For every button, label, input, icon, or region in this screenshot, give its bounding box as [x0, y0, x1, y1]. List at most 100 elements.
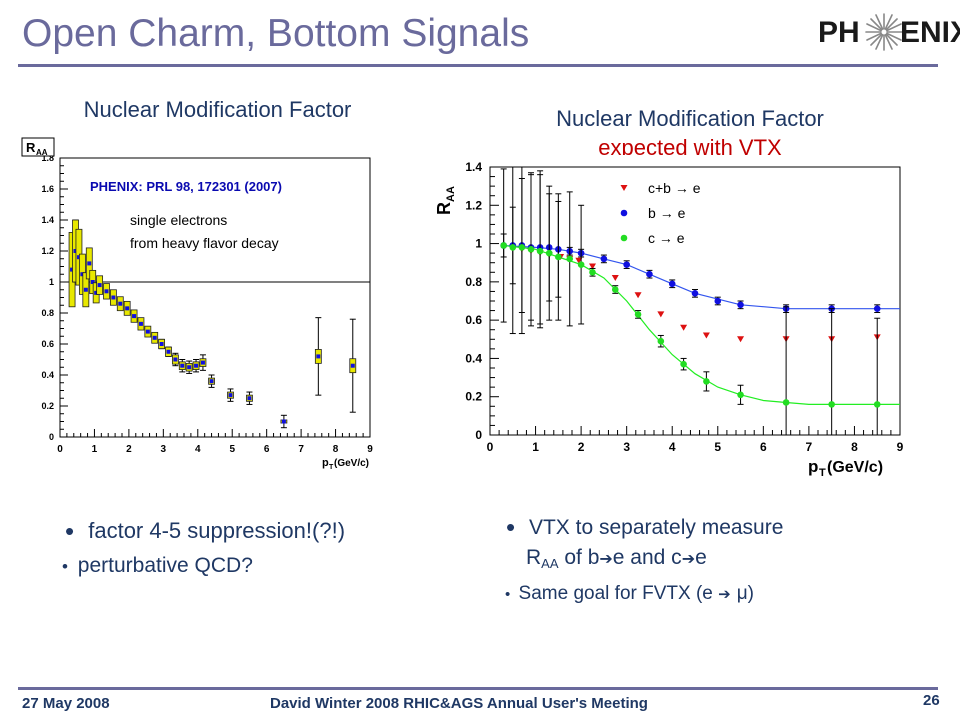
data-point-triangle [657, 311, 665, 318]
data-point-circle [657, 337, 665, 345]
y-tick-label: 0.8 [465, 275, 482, 289]
data-point-triangle [611, 275, 619, 282]
y-tick-label: 1.6 [41, 184, 54, 194]
data-point-triangle [680, 324, 688, 331]
arrow-right-icon: ➔ [718, 586, 731, 603]
data-point [104, 289, 109, 294]
data-point [132, 314, 137, 319]
x-tick-label: 6 [760, 440, 767, 454]
data-point [138, 321, 143, 326]
data-point-circle [518, 244, 526, 251]
arrow-right-icon: → [659, 230, 673, 246]
data-point [159, 342, 164, 346]
phoenix-star-icon [865, 13, 903, 51]
data-point [125, 306, 130, 311]
legend-label: b → e [648, 205, 686, 221]
bullet-dot: • [506, 512, 516, 542]
chart-left-ylabel-sub: AA [36, 148, 48, 157]
data-point [111, 295, 116, 300]
data-point-circle [873, 401, 881, 408]
data-point-circle [509, 244, 517, 251]
legend-marker [620, 234, 628, 242]
chart-left-annotation-line1: single electrons [130, 212, 227, 228]
chart-right-data [500, 166, 881, 436]
right-bullet-2-text: Same goal for FVTX (e [518, 583, 719, 604]
x-tick-label: 6 [264, 444, 270, 455]
chart-left-xlabel-main: p [322, 457, 329, 469]
x-tick-label: 7 [806, 440, 813, 454]
data-point [118, 301, 123, 306]
data-point [152, 335, 157, 340]
data-point [281, 419, 286, 424]
data-point [80, 272, 85, 277]
legend-marker [620, 209, 628, 217]
x-tick-label: 1 [92, 444, 98, 455]
chart-left-xlabel: p T (GeV/c) [322, 457, 369, 471]
x-tick-label: 5 [714, 440, 721, 454]
y-tick-label: 1 [49, 277, 54, 287]
c-text: e and c [612, 546, 682, 569]
right-subtitle-line1: Nuclear Modification Factor [556, 106, 824, 131]
x-tick-label: 5 [229, 444, 235, 455]
arrow-right-icon: → [675, 180, 689, 196]
legend-label-text: e [674, 205, 686, 221]
data-point-circle [782, 399, 790, 406]
x-tick-label: 4 [669, 440, 676, 454]
data-point [316, 354, 321, 359]
e-text: e [695, 546, 707, 569]
data-point-circle [873, 305, 881, 312]
data-point-circle [577, 261, 585, 268]
right-bullet-1-continued: RAA of b➔e and c➔e [526, 546, 707, 571]
chart-right-xlabel-sub: T [819, 467, 826, 479]
x-tick-label: 9 [897, 440, 904, 454]
chart-left-ylabel: R AA [21, 137, 55, 157]
raa-symbol: R [526, 546, 542, 569]
data-point [76, 255, 81, 260]
data-point-circle [545, 249, 553, 257]
y-tick-label: 1.8 [41, 153, 54, 163]
data-point-circle [737, 301, 744, 309]
raa-subscript: AA [541, 556, 559, 571]
chart-left-reference-annotation: PHENIX: PRL 98, 172301 (2007) [90, 179, 282, 194]
y-tick-label: 1 [475, 237, 482, 251]
x-tick-label: 4 [195, 444, 201, 455]
x-tick-label: 0 [57, 444, 63, 455]
bullet-dot: • [65, 516, 75, 546]
data-point-circle [714, 297, 722, 305]
data-point [90, 280, 95, 284]
data-point-circle [828, 401, 835, 408]
y-tick-label: 1.4 [41, 215, 54, 225]
chart-right-xlabel: p T (GeV/c) [808, 457, 883, 479]
chart-right-xlabel-main: p [808, 457, 818, 476]
data-point-circle [737, 391, 744, 399]
data-point-triangle [702, 332, 710, 339]
bullet-dot: • [62, 557, 68, 576]
data-point-circle [703, 378, 710, 385]
raa-measured-chart: 0 1 2 3 4 5 6 7 8 9 0 0.2 0.4 0.6 0.8 1 1.2 1.4 1.6 1.8 R A… [10, 130, 390, 475]
slide-title: Open Charm, Bottom Signals [22, 12, 530, 55]
chart-left-xlabel-sub: T [329, 464, 334, 471]
y-tick-label: 0.6 [41, 339, 54, 349]
data-point-circle [623, 261, 630, 268]
data-point [180, 363, 185, 368]
chart-left-ticks: 0 1 2 3 4 5 6 7 8 9 0 0.2 0.4 0.6 0.8 1 1.2 1.4 1.6 1.8 [41, 153, 373, 455]
data-point-circle [566, 255, 574, 263]
chart-right-ylabel: R AA [434, 186, 457, 215]
data-point-circle [555, 253, 562, 261]
legend-label-text: c+b [648, 180, 675, 196]
legend-label-text: e [689, 180, 701, 196]
data-point-triangle [575, 257, 583, 264]
chart-right-xlabel-unit: (GeV/c) [827, 459, 883, 476]
x-tick-label: 1 [532, 440, 539, 454]
data-point-triangle [737, 336, 745, 343]
x-tick-label: 9 [367, 444, 373, 455]
data-point-circle [536, 247, 544, 255]
left-bullet-2: • perturbative QCD? [62, 554, 253, 578]
legend-label: c+b → e [648, 180, 701, 196]
legend-marker [620, 185, 628, 191]
data-point-circle [691, 290, 699, 297]
y-tick-label: 0.2 [41, 401, 54, 411]
data-point-triangle [589, 263, 596, 270]
arrow-right-icon: ➔ [681, 551, 696, 568]
logo-text-left: PH [818, 16, 860, 49]
